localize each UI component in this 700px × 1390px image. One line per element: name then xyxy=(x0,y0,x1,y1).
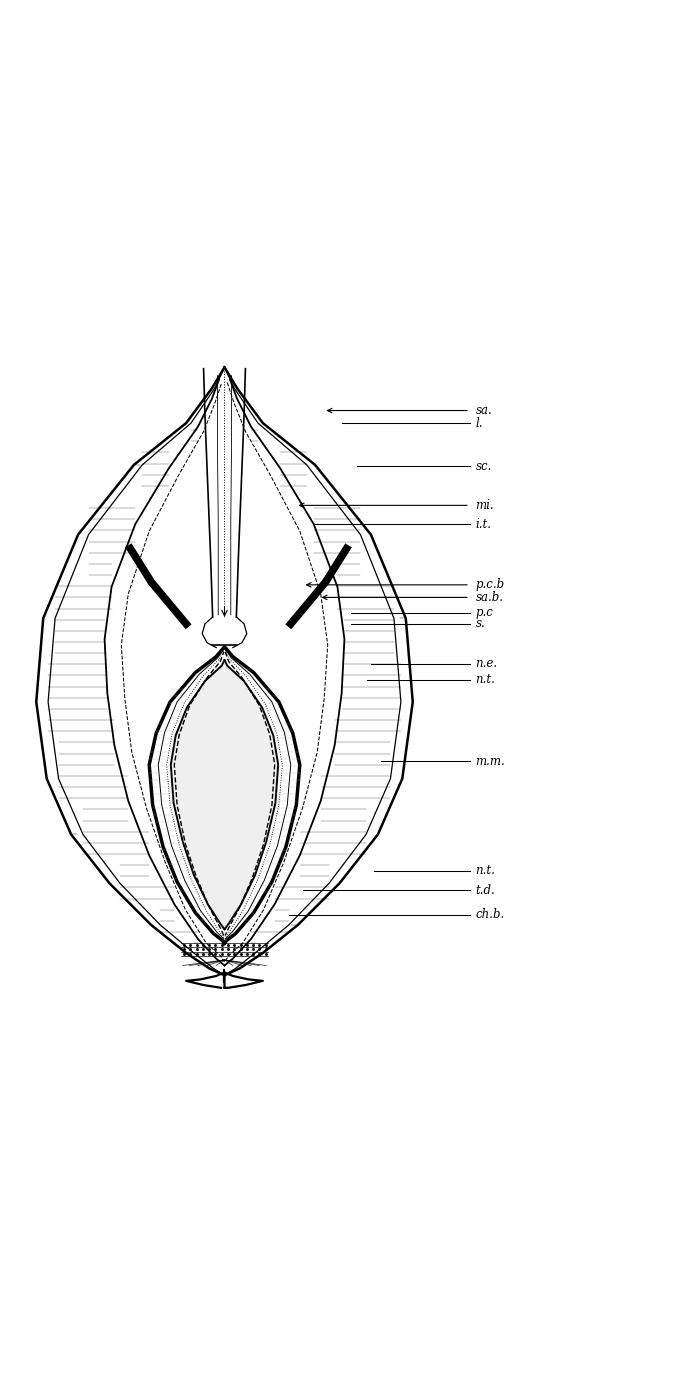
Text: t.d.: t.d. xyxy=(475,884,496,897)
Text: n.e.: n.e. xyxy=(475,657,498,670)
Text: n.t.: n.t. xyxy=(475,865,496,877)
Text: l.: l. xyxy=(475,417,483,430)
Text: sa.b.: sa.b. xyxy=(475,591,503,603)
Text: ch.b.: ch.b. xyxy=(475,908,505,922)
Text: i.t.: i.t. xyxy=(475,517,491,531)
Text: mi.: mi. xyxy=(475,499,494,512)
Text: s.: s. xyxy=(475,617,485,631)
Text: p.c.b: p.c.b xyxy=(475,578,505,591)
Text: sa.: sa. xyxy=(475,404,492,417)
Polygon shape xyxy=(171,660,278,930)
Text: m.m.: m.m. xyxy=(475,755,505,767)
Text: n.t.: n.t. xyxy=(475,673,496,687)
Text: sc.: sc. xyxy=(475,460,492,473)
Text: p.c: p.c xyxy=(475,606,493,619)
